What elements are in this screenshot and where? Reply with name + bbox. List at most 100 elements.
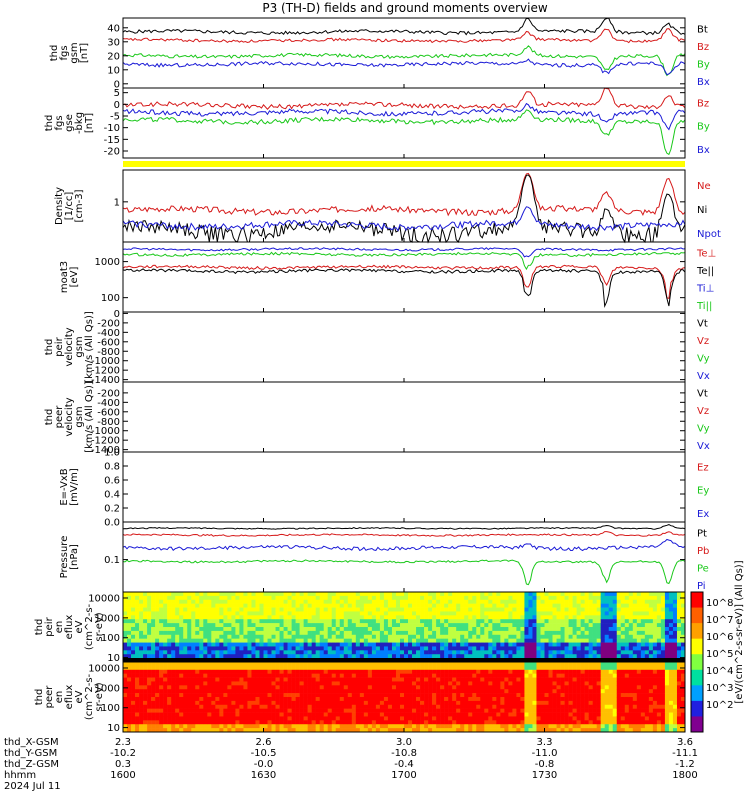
series-ti-line [122,247,686,258]
heatmap-cell [319,623,325,628]
heatmap-cell [235,669,240,674]
heatmap-cell [311,681,316,686]
heatmap-cell [147,669,152,674]
heatmap-cell [195,685,200,690]
heatmap-cell [255,724,260,729]
heatmap-cell [339,615,345,620]
heatmap-cell [480,623,485,628]
heatmap-cell [568,704,573,709]
heatmap-cell [307,592,312,597]
heatmap-cell [227,693,232,698]
heatmap-cell [416,619,421,624]
heatmap-cell [351,697,357,702]
heatmap-cell [580,662,585,667]
heatmap-cell [556,665,561,671]
heatmap-cell [387,627,393,632]
heatmap-cell [412,646,417,651]
heatmap-cell [508,677,513,682]
heatmap-cell [343,708,349,713]
heatmap-cell [279,646,284,651]
heatmap-cell [131,704,136,709]
heatmap-cell [536,638,541,643]
heatmap-cell [560,642,565,647]
heatmap-cell [311,619,316,624]
heatmap-cell [367,646,373,651]
heatmap-cell [155,599,160,604]
series-by-line [122,45,686,77]
heatmap-cell [628,611,634,616]
heatmap-cell [484,654,489,659]
heatmap-cell [375,728,381,733]
heatmap-cell [588,599,593,604]
heatmap-cell [387,677,393,682]
heatmap-cell [263,665,268,671]
heatmap-cell [343,623,349,628]
heatmap-cell [516,728,521,733]
heatmap-cell [287,619,292,624]
heatmap-cell [440,595,445,601]
heatmap-cell [191,599,196,604]
heatmap-cell [387,681,393,686]
heatmap-cell [628,646,634,651]
heatmap-cell [436,665,441,671]
heatmap-cell [640,630,646,636]
heatmap-cell [492,627,497,632]
heatmap-cell [524,716,529,721]
heatmap-cell [195,697,200,702]
heatmap-cell [596,638,601,643]
heatmap-cell [395,724,401,729]
y-axis-label-line: fgs [54,115,65,130]
heatmap-cell [303,712,308,717]
heatmap-cell [267,673,272,678]
heatmap-cell [299,595,304,601]
heatmap-cell [179,623,184,628]
heatmap-cell [379,662,385,667]
heatmap-cell [540,623,545,628]
heatmap-cell [460,638,465,643]
heatmap-cell [432,724,437,729]
heatmap-cell [580,615,585,620]
heatmap-cell [620,611,626,616]
heatmap-cell [516,592,521,597]
heatmap-cell [476,677,481,682]
heatmap-cell [355,630,361,636]
heatmap-cell [235,724,240,729]
heatmap-cell [375,638,381,643]
heatmap-cell [399,650,405,655]
heatmap-cell [123,697,128,702]
heatmap-cell [143,615,148,620]
heatmap-cell [263,662,268,667]
heatmap-cell [564,665,569,671]
heatmap-cell [371,592,377,597]
heatmap-cell [379,716,385,721]
heatmap-cell [556,619,561,624]
heatmap-cell [660,642,666,647]
heatmap-cell [496,728,501,733]
heatmap-cell [219,669,224,674]
heatmap-cell [416,700,421,706]
heatmap-cell [299,654,304,659]
heatmap-cell [255,607,260,612]
heatmap-cell [468,630,473,636]
heatmap-cell [195,638,200,643]
heatmap-cell [163,689,168,694]
y-tick-label: -1400 [91,445,120,456]
heatmap-cell [351,642,357,647]
y-tick-label: -400 [97,398,120,409]
heatmap-cell [412,708,417,713]
heatmap-cell [391,592,397,597]
heatmap-cell [155,619,160,624]
heatmap-cell [175,623,180,628]
heatmap-cell [315,630,320,636]
heatmap-cell [608,615,614,620]
heatmap-cell [339,724,345,729]
heatmap-cell [560,650,565,655]
heatmap-cell [444,716,449,721]
heatmap-cell [456,603,461,608]
heatmap-cell [580,728,585,733]
heatmap-cell [436,630,441,636]
heatmap-cell [544,669,549,674]
heatmap-cell [412,642,417,647]
heatmap-cell [428,650,433,655]
heatmap-cell [143,685,148,690]
